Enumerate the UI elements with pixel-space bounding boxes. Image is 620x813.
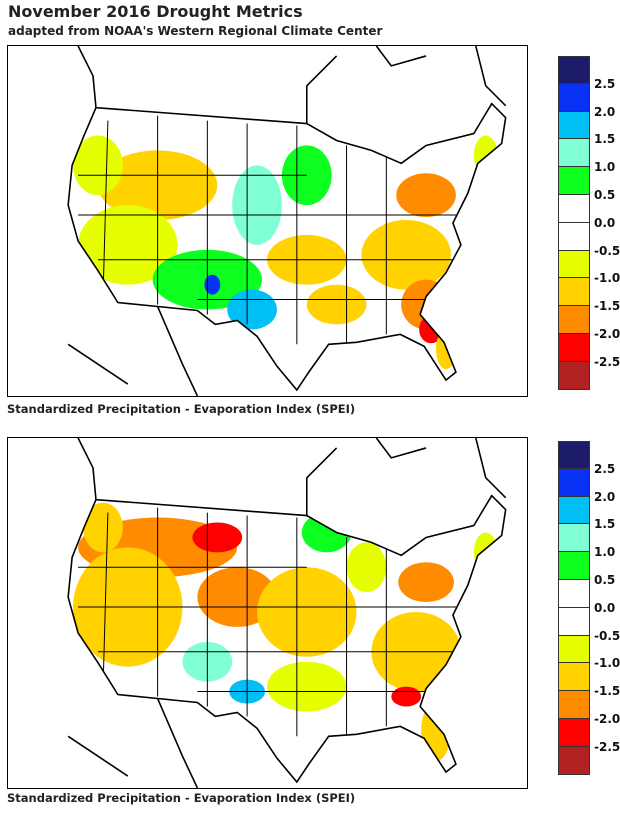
legend-bin [558, 83, 590, 112]
spei-map-bottom [7, 437, 528, 789]
spei-region [306, 284, 367, 325]
legend-label: 0.0 [594, 600, 616, 615]
legend-bin [558, 441, 590, 469]
legend-label: -2.0 [594, 327, 620, 341]
legend-bin [558, 361, 590, 390]
spei-region [391, 686, 422, 707]
legend-label: -1.0 [594, 656, 620, 671]
map-caption-bottom: Standardized Precipitation - Evaporation… [7, 791, 356, 805]
legend-bin [558, 333, 590, 362]
legend-label: 2.0 [594, 489, 616, 504]
spei-region [421, 701, 451, 762]
spei-region [361, 220, 451, 290]
us-map [67, 46, 507, 396]
legend-label: -1.0 [594, 271, 620, 286]
legend-label: 1.0 [594, 160, 616, 175]
legend-label: -2.0 [594, 712, 620, 726]
legend-label: 2.5 [594, 461, 616, 476]
map-caption-top: Standardized Precipitation - Evaporation… [7, 402, 356, 416]
color-legend-top: 2.5 2.0 1.5 1.0 0.5 0.0 -0.5 -1.0 -1.5 -2.0 -2.5 [558, 56, 620, 390]
legend-bin [558, 718, 590, 747]
legend-bin [558, 111, 590, 140]
coastline [67, 438, 507, 788]
legend-bin [558, 222, 590, 251]
spei-region [301, 512, 352, 553]
legend-bin [558, 524, 590, 553]
legend-bin [558, 56, 590, 84]
legend-bin [558, 496, 590, 525]
legend-label: -0.5 [594, 243, 620, 258]
legend-bin [558, 468, 590, 497]
spei-region [78, 205, 178, 285]
legend-bin [558, 746, 590, 775]
state-border [102, 120, 109, 300]
legend-label: 2.5 [594, 76, 616, 91]
spei-region [257, 567, 357, 657]
legend-bin [558, 306, 590, 334]
legend-label: 0.0 [594, 215, 616, 230]
legend-label: 1.5 [594, 132, 616, 147]
us-map [67, 438, 507, 788]
legend-label: -1.5 [594, 684, 620, 699]
spei-region [396, 173, 456, 218]
color-legend-bottom: 2.5 2.0 1.5 1.0 0.5 0.0 -0.5 -1.0 -1.5 -2.0 -2.5 [558, 441, 620, 775]
us-outline [67, 494, 507, 784]
legend-bin [558, 139, 590, 168]
spei-region [473, 532, 498, 573]
spei-region [398, 562, 454, 603]
page-title: November 2016 Drought Metrics [8, 2, 303, 21]
spei-region [227, 289, 277, 330]
legend-bin [558, 194, 590, 223]
spei-region [473, 135, 498, 176]
legend-bin [558, 552, 590, 580]
spei-region [346, 542, 387, 593]
legend-label: 2.0 [594, 104, 616, 119]
us-outline [67, 102, 507, 392]
legend-label: -2.5 [594, 739, 620, 754]
spei-region [232, 165, 282, 245]
state-border [102, 512, 109, 692]
spei-region [192, 522, 243, 553]
legend-bin [558, 635, 590, 664]
legend-label: 0.5 [594, 573, 616, 587]
legend-bin [558, 691, 590, 719]
spei-region [267, 661, 347, 712]
legend-bin [558, 579, 590, 608]
legend-label: -2.5 [594, 354, 620, 369]
legend-bin [558, 167, 590, 195]
legend-label: -0.5 [594, 628, 620, 643]
legend-label: 1.5 [594, 517, 616, 532]
spei-region [204, 274, 221, 295]
legend-bin [558, 607, 590, 636]
legend-bin [558, 663, 590, 692]
legend-bin [558, 278, 590, 307]
spei-region [73, 135, 123, 196]
coastline [67, 46, 507, 396]
spei-region [83, 502, 123, 553]
legend-label: 1.0 [594, 545, 616, 560]
legend-bin [558, 250, 590, 279]
legend-label: 0.5 [594, 188, 616, 202]
page-subtitle: adapted from NOAA's Western Regional Cli… [8, 24, 383, 38]
spei-map-top [7, 45, 528, 397]
legend-label: -1.5 [594, 299, 620, 314]
